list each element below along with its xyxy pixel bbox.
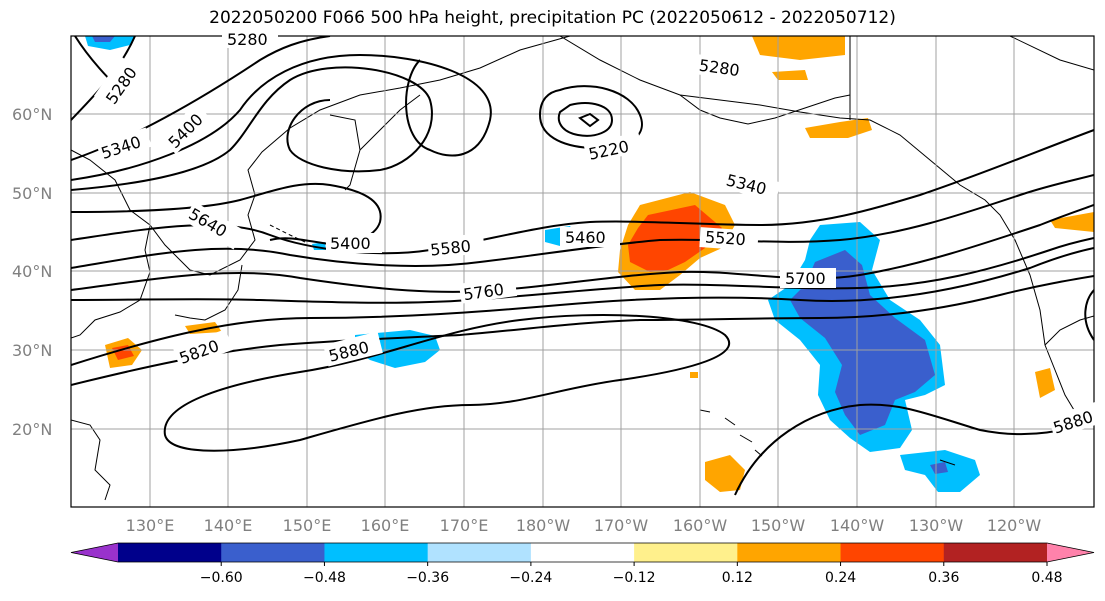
colorbar-segment: [530, 543, 635, 562]
colorbar-tick-label: −0.60: [200, 570, 243, 586]
lon-label: 140°E: [204, 516, 253, 535]
lon-label: 150°E: [283, 516, 332, 535]
lon-label: 170°E: [440, 516, 489, 535]
lat-label: 50°N: [12, 184, 52, 203]
contour-label: 5520: [704, 227, 746, 249]
colorbar-tick-label: 0.48: [1031, 570, 1062, 586]
colorbar-tick-label: −0.12: [613, 570, 656, 586]
latitude-labels: 60°N 50°N 40°N 30°N 20°N: [12, 105, 52, 439]
colorbar: −0.60 −0.48 −0.36 −0.24 −0.12 0.12 0.24 0.36 0.4…: [70, 542, 1095, 586]
lat-label: 20°N: [12, 420, 52, 439]
colorbar-segment: [840, 543, 945, 562]
lon-label: 160°E: [361, 516, 410, 535]
lon-label: 130°W: [909, 516, 964, 535]
colorbar-segment: [427, 543, 532, 562]
map-title: 2022050200 F066 500 hPa height, precipit…: [209, 8, 896, 28]
lat-label: 40°N: [12, 262, 52, 281]
lon-label: 130°E: [126, 516, 175, 535]
colorbar-tick-label: 0.24: [825, 570, 856, 586]
lon-label: 180°W: [516, 516, 571, 535]
contour-label: 5700: [785, 269, 826, 288]
lon-label: 140°W: [830, 516, 885, 535]
contour-label: 5400: [330, 234, 371, 253]
colorbar-tick-label: −0.48: [303, 570, 346, 586]
lon-label: 160°W: [673, 516, 728, 535]
colorbar-segment: [118, 543, 222, 562]
colorbar-outline: [70, 542, 1095, 563]
lon-label: 170°W: [594, 516, 649, 535]
lat-label: 60°N: [12, 105, 52, 124]
colorbar-tick-label: 0.36: [928, 570, 959, 586]
colorbar-segment: [634, 543, 738, 562]
precip-positive-anomalies: [105, 36, 1094, 492]
lon-label: 150°W: [751, 516, 806, 535]
colorbar-segment: [943, 543, 1048, 562]
lat-label: 30°N: [12, 341, 52, 360]
colorbar-tick-label: −0.24: [509, 570, 552, 586]
longitude-labels: 130°E 140°E 150°E 160°E 170°E 180°W 170°…: [126, 516, 1042, 535]
colorbar-segment: [737, 543, 842, 562]
contour-label: 5460: [565, 228, 606, 247]
contour-labels: 5280 5280 5280 5340 5340 5400 5400 5220 …: [93, 30, 1103, 439]
coastlines: [71, 36, 1094, 501]
colorbar-tick-label: −0.36: [406, 570, 449, 586]
colorbar-extend-high: [1047, 543, 1094, 562]
map-frame: [70, 35, 1095, 508]
colorbar-segment: [221, 543, 325, 562]
height-contours: [71, 36, 1094, 496]
contour-label: 5580: [429, 236, 471, 259]
lon-label: 120°W: [987, 516, 1042, 535]
colorbar-extend-low: [71, 543, 118, 562]
colorbar-tick-label: 0.12: [722, 570, 753, 586]
contour-label: 5280: [227, 30, 268, 49]
colorbar-segment: [324, 543, 429, 562]
